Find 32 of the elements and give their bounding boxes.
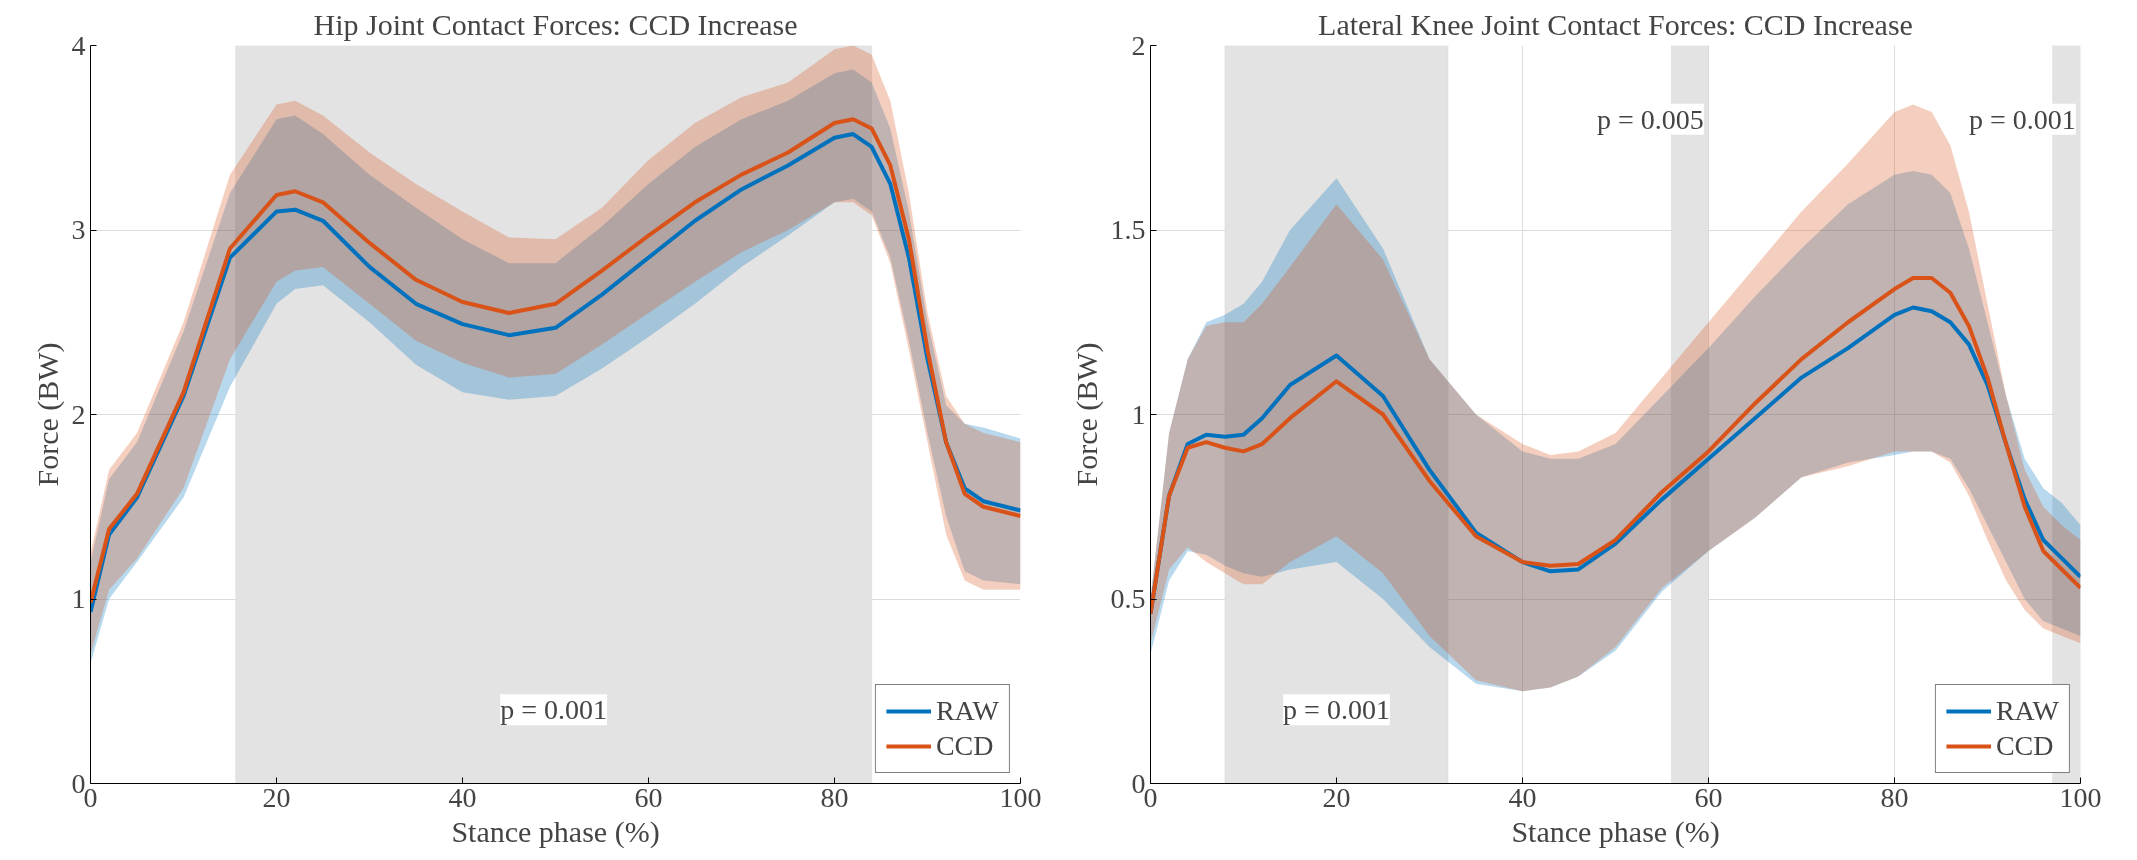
legend-label: CCD [935,730,994,762]
y-tick-label: 2 [1131,29,1146,61]
y-tick-label: 1 [1131,398,1146,430]
x-tick-label: 20 [262,781,291,813]
y-tick-label: 0.5 [1110,583,1146,614]
x-tick-label: 40 [1508,781,1537,813]
y-tick-label: 2 [71,398,86,430]
x-axis-title: Stance phase (%) [1511,814,1720,849]
band-label: p = 0.001 [500,694,608,726]
band-label: p = 0.001 [1969,103,2076,135]
legend-label: CCD [1995,730,2054,762]
chart-title: Hip Joint Contact Forces: CCD Increase [313,7,798,41]
y-tick-label: 1.5 [1110,214,1146,245]
x-tick-label: 60 [1694,781,1723,813]
legend-label: RAW [935,695,999,727]
y-axis-title: Force (BW) [1069,342,1104,487]
y-tick-label: 1 [71,583,86,614]
y-tick-label: 4 [71,29,86,61]
band-label: p = 0.005 [1597,103,1704,135]
x-tick-label: 80 [1880,781,1909,813]
y-tick-label: 3 [71,214,86,245]
y-axis-title: Force (BW) [30,342,65,487]
x-tick-label: 100 [2059,781,2102,813]
x-tick-label: 80 [820,781,849,813]
band-label: p = 0.001 [1283,694,1390,726]
x-axis-title: Stance phase (%) [451,814,660,849]
x-tick-label: 100 [999,781,1042,813]
x-tick-label: 60 [634,781,663,813]
x-tick-label: 40 [448,781,477,813]
chart-title: Lateral Knee Joint Contact Forces: CCD Increase [1318,7,1913,41]
x-tick-label: 20 [1322,781,1351,813]
legend-label: RAW [1995,695,2059,727]
